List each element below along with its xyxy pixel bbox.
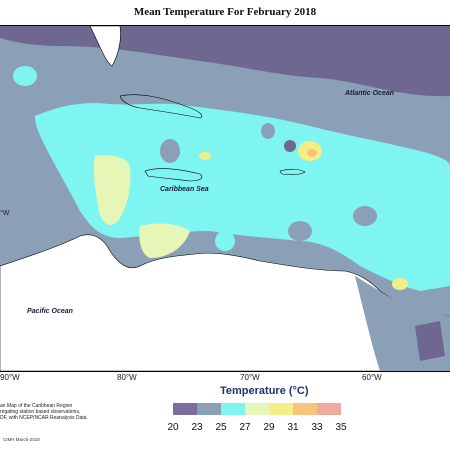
legend-tick-23: 23 [191,422,203,433]
left-latitude-label: °W [0,210,10,217]
legend-swatch-3 [245,403,269,415]
note-line-2: regating station based observations, [0,409,81,415]
caribbean-label: Caribbean Sea [160,186,209,193]
puerto-rico-outline [279,168,306,175]
note-line-1: an Map of the Caribbean Region [0,403,73,409]
legend-tick-25: 25 [215,422,227,433]
legend-tick-20: 20 [167,422,179,433]
cool-spot-2 [261,123,275,139]
atlantic-label: Atlantic Ocean [344,90,394,97]
legend-tick-33: 33 [311,422,323,433]
lon-label-70: 70°W [240,373,260,382]
legend-swatch-2 [221,403,245,415]
lon-label-60: 60°W [362,373,382,382]
note-line-3: DF, with NCEP/NCAR Reanalysis Data. [0,415,88,421]
lon-label-90: 90°W [0,373,20,382]
warm-region-caribbean [35,103,450,292]
legend-swatch-0 [173,403,197,415]
credit-text: CIMH March-2018 [3,437,40,442]
map-notes: an Map of the Caribbean Region regating … [0,403,88,421]
warm-spot-4 [392,278,408,290]
florida [89,26,121,67]
cool-spot-4 [288,221,312,241]
cool-spot-1 [160,139,180,163]
land-mass-south [0,234,450,371]
cuba-outline [119,94,203,119]
lon-label-80: 80°W [117,373,137,382]
legend-tick-27: 27 [239,422,251,433]
warm-blob-1 [13,66,37,86]
legend-title: Temperature (°C) [220,385,309,397]
cool-spot-3 [284,140,296,152]
legend-swatch-4 [269,403,293,415]
land-cold-region [415,321,445,361]
cool-spot-5 [353,206,377,226]
temperature-map: Atlantic Ocean Caribbean Sea Pacific Oce… [0,25,450,372]
legend-tick-31: 31 [287,422,299,433]
legend-swatch-1 [197,403,221,415]
legend-ticks: 20 23 25 27 29 31 33 35 [163,422,383,434]
warmer-region-1 [93,155,131,226]
map-title: Mean Temperature For February 2018 [133,6,317,18]
hispaniola-outline [144,168,203,182]
warmer-region-2 [139,223,190,258]
legend-swatch-5 [293,403,317,415]
warm-spot-3 [199,152,211,160]
legend-tick-35: 35 [335,422,347,433]
pacific-label: Pacific Ocean [27,308,73,315]
legend-swatches [173,403,341,415]
warm-spot-6 [215,231,235,251]
legend-tick-29: 29 [263,422,275,433]
legend-swatch-6 [317,403,341,415]
warm-spot-2 [307,149,317,157]
